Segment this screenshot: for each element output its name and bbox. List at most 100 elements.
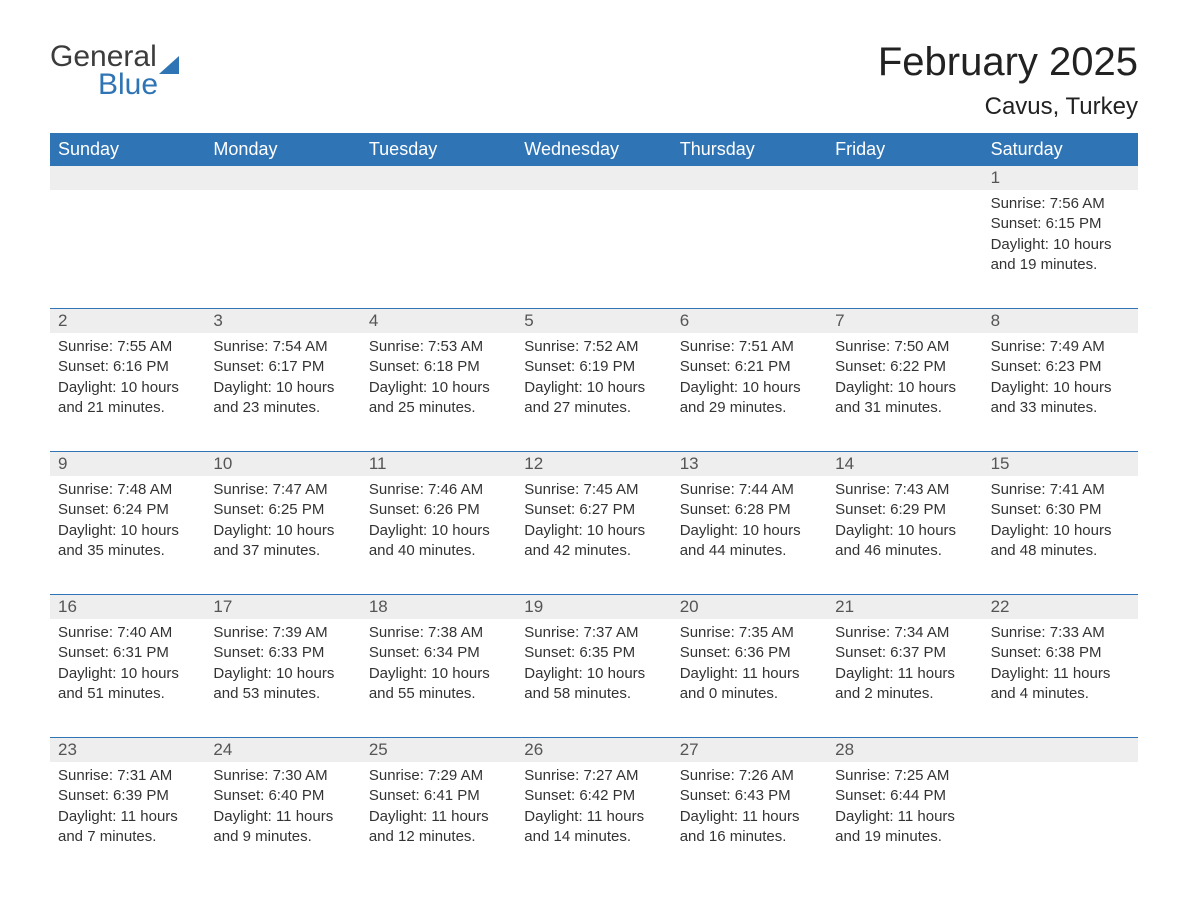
- day-number: 26: [516, 738, 671, 762]
- day-content-row: Sunrise: 7:56 AM Sunset: 6:15 PM Dayligh…: [50, 190, 1138, 290]
- day-cell: Sunrise: 7:46 AM Sunset: 6:26 PM Dayligh…: [361, 476, 516, 576]
- day-cell: Sunrise: 7:49 AM Sunset: 6:23 PM Dayligh…: [983, 333, 1138, 433]
- day-number: 16: [50, 595, 205, 619]
- day-cell: Sunrise: 7:40 AM Sunset: 6:31 PM Dayligh…: [50, 619, 205, 719]
- weekday-header-row: Sunday Monday Tuesday Wednesday Thursday…: [50, 133, 1138, 166]
- day-number-row: 9101112131415: [50, 452, 1138, 476]
- day-cell: Sunrise: 7:34 AM Sunset: 6:37 PM Dayligh…: [827, 619, 982, 719]
- day-number: 12: [516, 452, 671, 476]
- week-block: 232425262728Sunrise: 7:31 AM Sunset: 6:3…: [50, 738, 1138, 862]
- day-number-row: 1: [50, 166, 1138, 190]
- day-cell: Sunrise: 7:38 AM Sunset: 6:34 PM Dayligh…: [361, 619, 516, 719]
- day-number: 3: [205, 309, 360, 333]
- day-cell: Sunrise: 7:53 AM Sunset: 6:18 PM Dayligh…: [361, 333, 516, 433]
- day-number: 1: [983, 166, 1138, 190]
- day-cell: [516, 190, 671, 290]
- day-number: 8: [983, 309, 1138, 333]
- day-cell: Sunrise: 7:25 AM Sunset: 6:44 PM Dayligh…: [827, 762, 982, 862]
- location-label: Cavus, Turkey: [878, 93, 1138, 121]
- day-cell: Sunrise: 7:27 AM Sunset: 6:42 PM Dayligh…: [516, 762, 671, 862]
- day-cell: Sunrise: 7:54 AM Sunset: 6:17 PM Dayligh…: [205, 333, 360, 433]
- day-number: 23: [50, 738, 205, 762]
- weeks-container: 1Sunrise: 7:56 AM Sunset: 6:15 PM Daylig…: [50, 166, 1138, 862]
- day-number: [827, 166, 982, 190]
- day-number: 18: [361, 595, 516, 619]
- day-number: 2: [50, 309, 205, 333]
- logo: General Blue: [50, 40, 179, 102]
- week-block: 9101112131415Sunrise: 7:48 AM Sunset: 6:…: [50, 452, 1138, 576]
- week-block: 1Sunrise: 7:56 AM Sunset: 6:15 PM Daylig…: [50, 166, 1138, 290]
- day-number: [361, 166, 516, 190]
- day-cell: Sunrise: 7:51 AM Sunset: 6:21 PM Dayligh…: [672, 333, 827, 433]
- day-number: [983, 738, 1138, 762]
- day-content-row: Sunrise: 7:55 AM Sunset: 6:16 PM Dayligh…: [50, 333, 1138, 433]
- day-cell: Sunrise: 7:43 AM Sunset: 6:29 PM Dayligh…: [827, 476, 982, 576]
- weekday-header: Thursday: [672, 133, 827, 166]
- day-cell: [983, 762, 1138, 862]
- header: General Blue February 2025 Cavus, Turkey: [50, 40, 1138, 121]
- weekday-header: Wednesday: [516, 133, 671, 166]
- day-number-row: 232425262728: [50, 738, 1138, 762]
- day-cell: Sunrise: 7:48 AM Sunset: 6:24 PM Dayligh…: [50, 476, 205, 576]
- day-cell: Sunrise: 7:56 AM Sunset: 6:15 PM Dayligh…: [983, 190, 1138, 290]
- day-cell: Sunrise: 7:30 AM Sunset: 6:40 PM Dayligh…: [205, 762, 360, 862]
- day-number: 24: [205, 738, 360, 762]
- weekday-header: Sunday: [50, 133, 205, 166]
- day-number: 21: [827, 595, 982, 619]
- day-cell: Sunrise: 7:41 AM Sunset: 6:30 PM Dayligh…: [983, 476, 1138, 576]
- day-number: 17: [205, 595, 360, 619]
- day-cell: [205, 190, 360, 290]
- weekday-header: Friday: [827, 133, 982, 166]
- day-number: 22: [983, 595, 1138, 619]
- day-cell: Sunrise: 7:39 AM Sunset: 6:33 PM Dayligh…: [205, 619, 360, 719]
- day-number-row: 2345678: [50, 309, 1138, 333]
- day-number-row: 16171819202122: [50, 595, 1138, 619]
- month-title: February 2025: [878, 40, 1138, 85]
- day-content-row: Sunrise: 7:31 AM Sunset: 6:39 PM Dayligh…: [50, 762, 1138, 862]
- logo-text-block: General Blue: [50, 40, 179, 102]
- day-number: 9: [50, 452, 205, 476]
- day-number: 15: [983, 452, 1138, 476]
- day-cell: Sunrise: 7:44 AM Sunset: 6:28 PM Dayligh…: [672, 476, 827, 576]
- day-number: [672, 166, 827, 190]
- weekday-header: Tuesday: [361, 133, 516, 166]
- day-cell: Sunrise: 7:45 AM Sunset: 6:27 PM Dayligh…: [516, 476, 671, 576]
- day-content-row: Sunrise: 7:40 AM Sunset: 6:31 PM Dayligh…: [50, 619, 1138, 719]
- day-number: 6: [672, 309, 827, 333]
- day-cell: Sunrise: 7:33 AM Sunset: 6:38 PM Dayligh…: [983, 619, 1138, 719]
- day-number: [205, 166, 360, 190]
- day-number: 14: [827, 452, 982, 476]
- day-cell: Sunrise: 7:26 AM Sunset: 6:43 PM Dayligh…: [672, 762, 827, 862]
- day-cell: Sunrise: 7:55 AM Sunset: 6:16 PM Dayligh…: [50, 333, 205, 433]
- weekday-header: Saturday: [983, 133, 1138, 166]
- day-cell: [50, 190, 205, 290]
- triangle-icon: [159, 56, 179, 74]
- week-block: 2345678Sunrise: 7:55 AM Sunset: 6:16 PM …: [50, 309, 1138, 433]
- day-number: 13: [672, 452, 827, 476]
- day-cell: Sunrise: 7:52 AM Sunset: 6:19 PM Dayligh…: [516, 333, 671, 433]
- day-number: 19: [516, 595, 671, 619]
- title-block: February 2025 Cavus, Turkey: [878, 40, 1138, 121]
- week-block: 16171819202122Sunrise: 7:40 AM Sunset: 6…: [50, 595, 1138, 719]
- day-number: [516, 166, 671, 190]
- day-number: 5: [516, 309, 671, 333]
- day-cell: Sunrise: 7:31 AM Sunset: 6:39 PM Dayligh…: [50, 762, 205, 862]
- day-cell: [827, 190, 982, 290]
- day-cell: [672, 190, 827, 290]
- day-cell: Sunrise: 7:37 AM Sunset: 6:35 PM Dayligh…: [516, 619, 671, 719]
- weekday-header: Monday: [205, 133, 360, 166]
- day-cell: Sunrise: 7:29 AM Sunset: 6:41 PM Dayligh…: [361, 762, 516, 862]
- day-cell: Sunrise: 7:35 AM Sunset: 6:36 PM Dayligh…: [672, 619, 827, 719]
- day-number: [50, 166, 205, 190]
- day-number: 20: [672, 595, 827, 619]
- day-cell: [361, 190, 516, 290]
- day-number: 27: [672, 738, 827, 762]
- day-number: 25: [361, 738, 516, 762]
- day-cell: Sunrise: 7:50 AM Sunset: 6:22 PM Dayligh…: [827, 333, 982, 433]
- day-number: 11: [361, 452, 516, 476]
- day-content-row: Sunrise: 7:48 AM Sunset: 6:24 PM Dayligh…: [50, 476, 1138, 576]
- day-number: 4: [361, 309, 516, 333]
- day-number: 7: [827, 309, 982, 333]
- day-number: 28: [827, 738, 982, 762]
- day-number: 10: [205, 452, 360, 476]
